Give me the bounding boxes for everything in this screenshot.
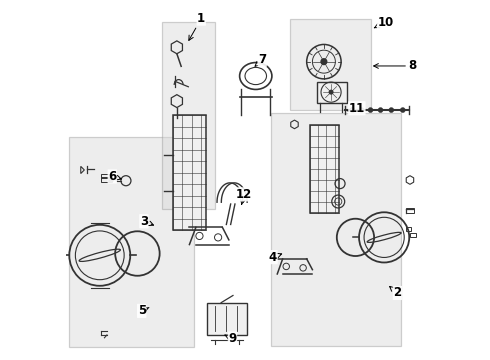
Text: 8: 8 — [374, 59, 417, 72]
Circle shape — [329, 90, 334, 95]
Circle shape — [378, 108, 383, 113]
Bar — [101, 174, 112, 178]
Bar — [410, 233, 416, 237]
Bar — [69, 137, 194, 347]
Circle shape — [350, 108, 355, 113]
Text: 6: 6 — [108, 170, 122, 183]
Text: 11: 11 — [348, 102, 365, 115]
Circle shape — [321, 59, 327, 64]
Circle shape — [368, 108, 373, 113]
Bar — [101, 177, 112, 182]
Circle shape — [359, 108, 364, 113]
Bar — [173, 116, 205, 230]
Bar — [162, 22, 215, 209]
Bar — [317, 82, 347, 103]
Text: 12: 12 — [236, 188, 252, 204]
Text: 5: 5 — [138, 305, 149, 318]
Bar — [310, 125, 339, 213]
Circle shape — [400, 108, 405, 113]
Text: 2: 2 — [390, 287, 401, 300]
Bar — [406, 208, 414, 213]
Text: 4: 4 — [269, 251, 282, 264]
Circle shape — [389, 108, 394, 113]
Bar — [290, 19, 370, 110]
Bar — [271, 113, 401, 346]
Text: 7: 7 — [255, 53, 266, 66]
Text: 1: 1 — [189, 12, 205, 40]
Polygon shape — [109, 179, 114, 182]
Bar — [207, 303, 247, 335]
Bar — [406, 226, 412, 231]
Text: 9: 9 — [225, 332, 237, 345]
Text: 3: 3 — [140, 215, 153, 228]
Text: 10: 10 — [374, 16, 393, 29]
